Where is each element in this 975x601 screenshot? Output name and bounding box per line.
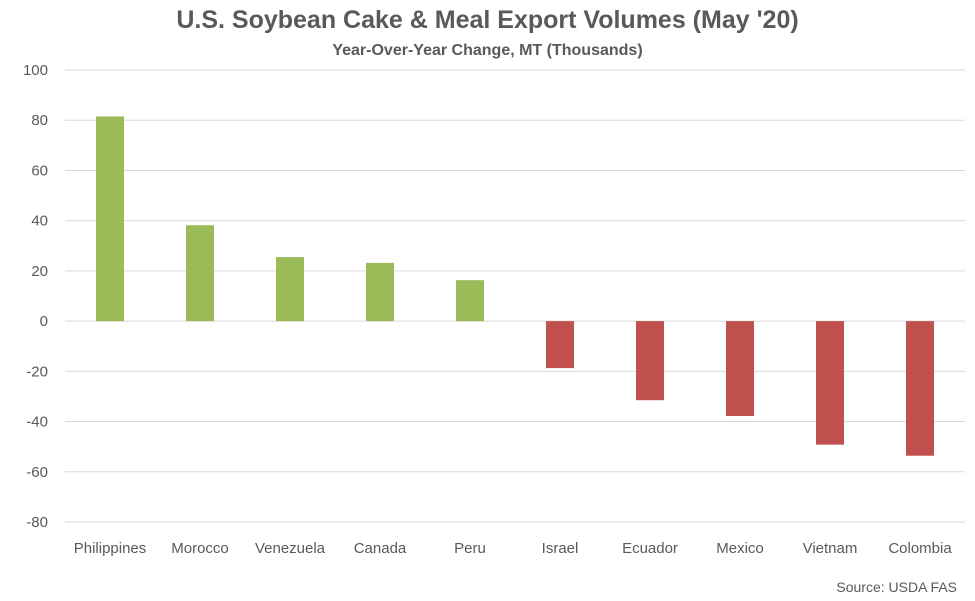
x-tick-label: Canada <box>354 540 407 557</box>
bar-ecuador <box>636 321 664 401</box>
x-tick-label: Peru <box>454 540 486 557</box>
x-tick-label: Ecuador <box>622 540 678 557</box>
bar-canada <box>366 262 394 322</box>
bar-mexico <box>726 321 754 417</box>
y-tick-label: -20 <box>26 363 48 380</box>
y-tick-label: 60 <box>31 162 48 179</box>
x-tick-label: Mexico <box>716 540 764 557</box>
y-tick-label: -40 <box>26 414 48 431</box>
y-tick-label: 80 <box>31 112 48 129</box>
bar-venezuela <box>276 257 304 322</box>
x-tick-label: Morocco <box>171 540 229 557</box>
y-tick-label: -60 <box>26 464 48 481</box>
y-tick-label: 0 <box>40 313 48 330</box>
y-tick-label: 20 <box>31 263 48 280</box>
y-tick-label: 40 <box>31 213 48 230</box>
x-tick-label: Israel <box>542 540 579 557</box>
bar-philippines <box>96 116 124 322</box>
x-tick-label: Colombia <box>888 540 952 557</box>
y-tick-label: 100 <box>23 62 48 79</box>
x-tick-label: Vietnam <box>803 540 858 557</box>
bar-israel <box>546 321 574 369</box>
x-tick-label: Philippines <box>74 540 147 557</box>
source-note: Source: USDA FAS <box>836 579 957 595</box>
bar-peru <box>456 280 484 322</box>
bar-vietnam <box>816 321 844 445</box>
bar-colombia <box>906 321 934 456</box>
chart-title: U.S. Soybean Cake & Meal Export Volumes … <box>176 6 799 34</box>
y-tick-label: -80 <box>26 514 48 531</box>
x-tick-label: Venezuela <box>255 540 326 557</box>
chart-subtitle: Year-Over-Year Change, MT (Thousands) <box>332 42 643 59</box>
bar-morocco <box>186 225 214 322</box>
